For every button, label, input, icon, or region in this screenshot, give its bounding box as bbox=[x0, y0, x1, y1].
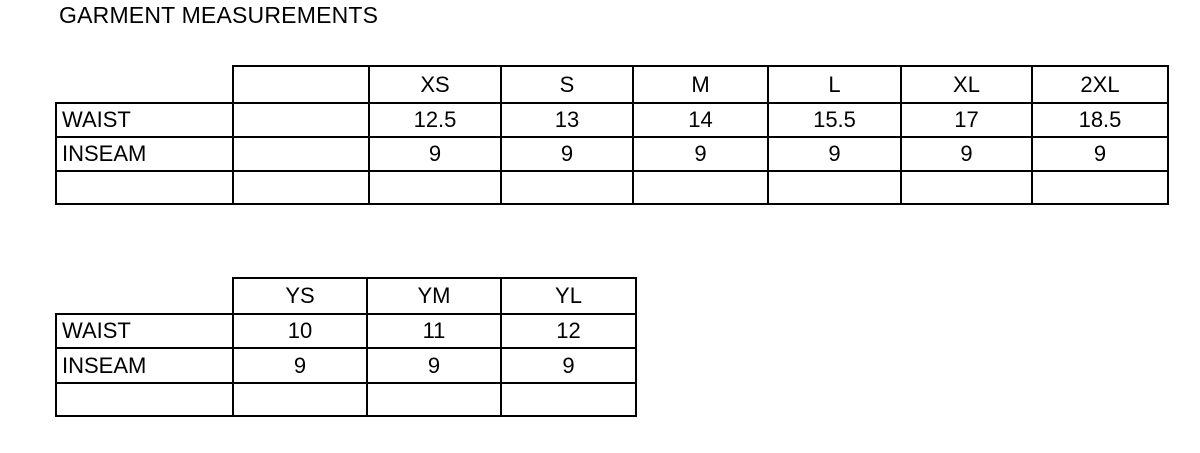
value-cell: 10 bbox=[232, 313, 368, 349]
header-cell-yl: YL bbox=[500, 277, 637, 315]
adult-waist-row: WAIST 12.5 13 14 15.5 17 18.5 bbox=[55, 102, 1169, 138]
row-label-waist: WAIST bbox=[55, 102, 234, 138]
row-label-inseam: INSEAM bbox=[55, 347, 234, 384]
empty-cell bbox=[368, 170, 502, 205]
value-cell: 9 bbox=[900, 136, 1033, 172]
value-cell: 9 bbox=[767, 136, 902, 172]
youth-header-row: YS YM YL bbox=[56, 277, 637, 315]
value-cell: 9 bbox=[632, 136, 769, 172]
youth-inseam-row: INSEAM 9 9 9 bbox=[55, 347, 637, 384]
value-cell: 15.5 bbox=[767, 102, 902, 138]
empty-cell bbox=[500, 170, 634, 205]
empty-cell bbox=[1031, 170, 1169, 205]
adult-header-row: XS S M L XL 2XL bbox=[56, 65, 1169, 104]
youth-empty-row bbox=[55, 382, 637, 417]
value-cell: 9 bbox=[366, 347, 502, 384]
blank-cell bbox=[232, 136, 370, 172]
header-cell-xs: XS bbox=[368, 65, 502, 104]
empty-cell bbox=[232, 170, 370, 205]
value-cell: 17 bbox=[900, 102, 1033, 138]
value-cell: 9 bbox=[232, 347, 368, 384]
empty-cell bbox=[767, 170, 902, 205]
empty-cell bbox=[900, 170, 1033, 205]
value-cell: 18.5 bbox=[1031, 102, 1169, 138]
empty-cell bbox=[232, 382, 368, 417]
row-label-inseam: INSEAM bbox=[55, 136, 234, 172]
empty-cell bbox=[366, 382, 502, 417]
youth-size-table: YS YM YL WAIST 10 11 12 INSEAM 9 9 9 bbox=[55, 277, 637, 417]
value-cell: 12.5 bbox=[368, 102, 502, 138]
ghost-cell bbox=[56, 66, 233, 103]
header-cell-xl: XL bbox=[900, 65, 1033, 104]
header-cell-l: L bbox=[767, 65, 902, 104]
youth-waist-row: WAIST 10 11 12 bbox=[55, 313, 637, 349]
value-cell: 9 bbox=[500, 136, 634, 172]
header-cell-s: S bbox=[500, 65, 634, 104]
value-cell: 9 bbox=[500, 347, 637, 384]
empty-cell bbox=[55, 170, 234, 205]
header-cell-2xl: 2XL bbox=[1031, 65, 1169, 104]
adult-empty-row bbox=[55, 170, 1169, 205]
empty-cell bbox=[632, 170, 769, 205]
empty-cell bbox=[55, 382, 234, 417]
adult-size-table: XS S M L XL 2XL WAIST 12.5 13 14 15.5 17… bbox=[55, 65, 1169, 205]
row-label-waist: WAIST bbox=[55, 313, 234, 349]
ghost-cell bbox=[56, 278, 233, 314]
value-cell: 9 bbox=[368, 136, 502, 172]
adult-inseam-row: INSEAM 9 9 9 9 9 9 bbox=[55, 136, 1169, 172]
value-cell: 12 bbox=[500, 313, 637, 349]
value-cell: 9 bbox=[1031, 136, 1169, 172]
blank-header-cell bbox=[232, 65, 370, 104]
empty-cell bbox=[500, 382, 637, 417]
value-cell: 11 bbox=[366, 313, 502, 349]
header-cell-ym: YM bbox=[366, 277, 502, 315]
page-title: GARMENT MEASUREMENTS bbox=[59, 2, 379, 28]
header-cell-ys: YS bbox=[232, 277, 368, 315]
value-cell: 14 bbox=[632, 102, 769, 138]
value-cell: 13 bbox=[500, 102, 634, 138]
blank-cell bbox=[232, 102, 370, 138]
header-cell-m: M bbox=[632, 65, 769, 104]
